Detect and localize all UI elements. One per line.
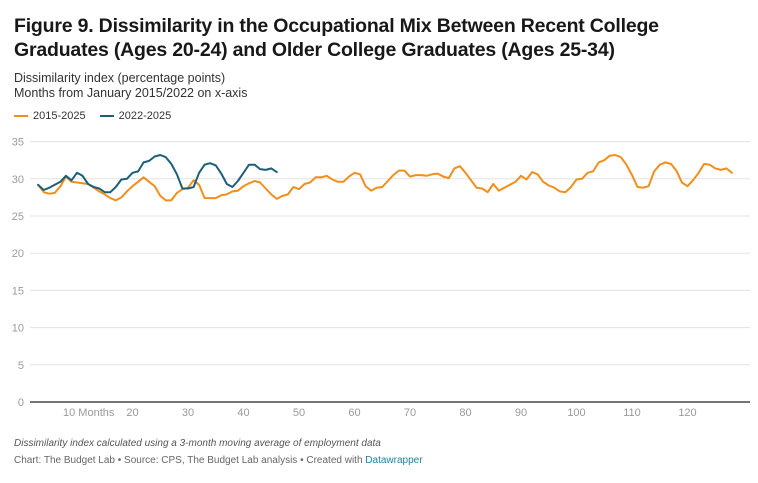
legend: 2015-2025 2022-2025 xyxy=(14,110,171,122)
chart-credit: Chart: The Budget Lab • Source: CPS, The… xyxy=(14,455,423,466)
subtitle-line-1: Dissimilarity index (percentage points) xyxy=(14,71,226,85)
y-tick-label: 25 xyxy=(12,211,24,223)
legend-item-2015-2025: 2015-2025 xyxy=(14,110,86,122)
x-tick-label: 70 xyxy=(404,407,416,419)
legend-label-2022-2025: 2022-2025 xyxy=(118,110,172,122)
legend-swatch-2022-2025 xyxy=(99,114,114,118)
y-tick-label: 15 xyxy=(12,285,24,297)
series-line-2015-2025 xyxy=(37,154,733,202)
chart-subtitle: Dissimilarity index (percentage points) … xyxy=(14,71,247,101)
series-lines xyxy=(37,154,733,202)
y-axis-labels: 0 5 10 15 20 25 30 35 xyxy=(12,137,24,409)
subtitle-line-2: Months from January 2015/2022 on x-axis xyxy=(14,86,248,100)
y-tick-label: 0 xyxy=(18,397,24,409)
credit-text: Chart: The Budget Lab • Source: CPS, The… xyxy=(14,455,366,466)
chart-title: Figure 9. Dissimilarity in the Occupatio… xyxy=(14,15,659,61)
y-tick-label: 20 xyxy=(12,248,24,260)
x-tick-label: 120 xyxy=(678,407,696,419)
datawrapper-link[interactable]: Datawrapper xyxy=(365,455,423,466)
legend-swatch-2015-2025 xyxy=(14,114,28,118)
legend-label-2015-2025: 2015-2025 xyxy=(33,110,86,122)
x-tick-label: 50 xyxy=(293,407,305,419)
y-tick-label: 35 xyxy=(12,137,24,149)
y-tick-label: 10 xyxy=(12,323,24,335)
legend-item-2022-2025: 2022-2025 xyxy=(99,110,172,122)
x-tick-label: 100 xyxy=(567,407,585,419)
x-tick-label: 60 xyxy=(348,407,360,419)
x-tick-label: 90 xyxy=(515,407,527,419)
x-tick-label: 20 xyxy=(126,407,138,419)
x-tick-label: 30 xyxy=(182,407,194,419)
x-tick-label: 10 Months xyxy=(63,407,115,419)
y-tick-label: 30 xyxy=(12,174,24,186)
x-tick-label: 40 xyxy=(237,407,249,419)
gridlines xyxy=(30,141,750,403)
x-tick-label: 80 xyxy=(459,407,471,419)
x-tick-label: 110 xyxy=(623,407,641,419)
y-tick-label: 5 xyxy=(18,360,24,372)
x-axis-labels: 10 Months 20 30 40 50 60 70 80 90 100 110 120 xyxy=(63,407,697,419)
chart-note: Dissimilarity index calculated using a 3… xyxy=(14,438,381,449)
series-line-2022-2025 xyxy=(37,154,278,194)
